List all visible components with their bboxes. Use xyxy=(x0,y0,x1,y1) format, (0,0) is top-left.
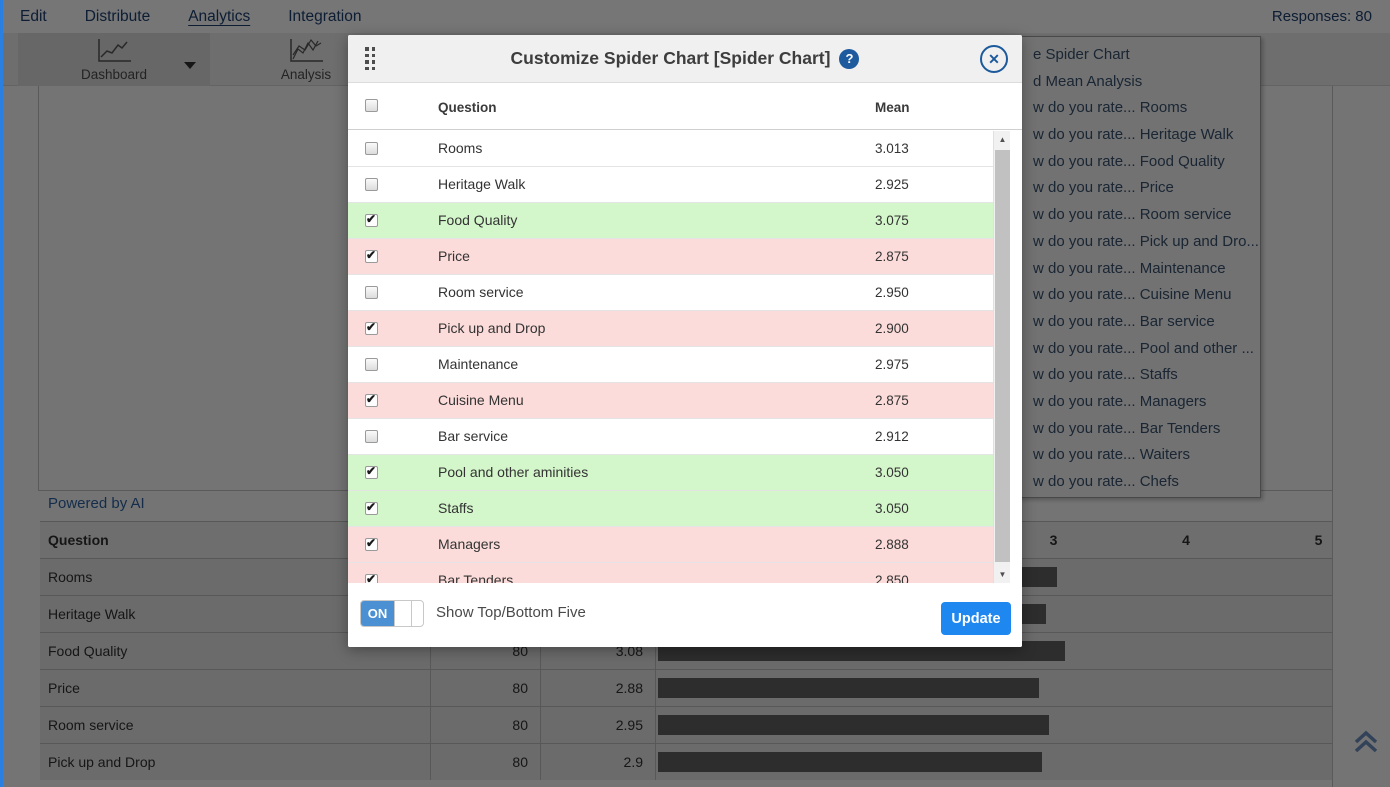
row-mean: 2.925 xyxy=(875,177,909,192)
row-question: Bar service xyxy=(438,428,509,444)
row-question: Bar Tenders xyxy=(438,572,514,583)
question-row[interactable]: Bar Tenders 2.850 xyxy=(348,563,993,583)
row-question: Food Quality xyxy=(438,212,518,228)
question-row[interactable]: Pool and other aminities 3.050 xyxy=(348,455,993,491)
row-checkbox[interactable] xyxy=(365,536,378,551)
row-mean: 2.888 xyxy=(875,537,909,552)
row-mean: 3.013 xyxy=(875,141,909,156)
customize-spider-chart-dialog: Customize Spider Chart [Spider Chart] ? … xyxy=(348,35,1022,647)
row-checkbox[interactable] xyxy=(365,430,378,443)
scrollbar-down-arrow[interactable]: ▼ xyxy=(998,570,1007,579)
question-row[interactable]: Heritage Walk 2.925 xyxy=(348,167,993,203)
question-row[interactable]: Price 2.875 xyxy=(348,239,993,275)
dialog-table-header: Question Mean xyxy=(348,83,1022,130)
question-list: Rooms 3.013 Heritage Walk 2.925 Food Qua… xyxy=(348,131,993,583)
row-checkbox[interactable] xyxy=(365,248,378,263)
row-checkbox[interactable] xyxy=(365,286,378,299)
row-mean: 3.050 xyxy=(875,465,909,480)
scrollbar-thumb[interactable] xyxy=(995,150,1010,562)
mean-column-label: Mean xyxy=(875,100,910,115)
row-mean: 2.975 xyxy=(875,357,909,372)
row-mean: 2.900 xyxy=(875,321,909,336)
row-checkbox[interactable] xyxy=(365,212,378,227)
question-row[interactable]: Pick up and Drop 2.900 xyxy=(348,311,993,347)
question-row[interactable]: Staffs 3.050 xyxy=(348,491,993,527)
row-question: Maintenance xyxy=(438,356,519,372)
row-mean: 2.875 xyxy=(875,393,909,408)
row-mean: 3.050 xyxy=(875,501,909,516)
dialog-header: Customize Spider Chart [Spider Chart] ? … xyxy=(348,35,1022,83)
question-row[interactable]: Room service 2.950 xyxy=(348,275,993,311)
scrollbar-up-arrow[interactable]: ▲ xyxy=(998,135,1007,144)
close-icon[interactable]: ✕ xyxy=(980,45,1008,73)
toggle-on-label: ON xyxy=(361,601,394,626)
row-question: Cuisine Menu xyxy=(438,392,524,408)
question-row[interactable]: Bar service 2.912 xyxy=(348,419,993,455)
row-checkbox[interactable] xyxy=(365,500,378,515)
select-all-checkbox[interactable] xyxy=(365,99,378,112)
question-row[interactable]: Food Quality 3.075 xyxy=(348,203,993,239)
list-scrollbar[interactable]: ▲ ▼ xyxy=(993,131,1010,583)
question-column-label: Question xyxy=(438,100,497,115)
row-checkbox[interactable] xyxy=(365,142,378,155)
toggle-knob[interactable] xyxy=(394,601,412,626)
row-checkbox[interactable] xyxy=(365,358,378,371)
show-top-bottom-five-toggle[interactable]: ON xyxy=(360,600,424,627)
row-question: Room service xyxy=(438,284,524,300)
row-mean: 2.850 xyxy=(875,573,909,583)
row-question: Price xyxy=(438,248,470,264)
question-row[interactable]: Maintenance 2.975 xyxy=(348,347,993,383)
row-checkbox[interactable] xyxy=(365,178,378,191)
row-question: Heritage Walk xyxy=(438,176,526,192)
dialog-title: Customize Spider Chart [Spider Chart] xyxy=(510,48,831,68)
dialog-footer: ON Show Top/Bottom Five Update xyxy=(348,583,1022,647)
row-mean: 2.875 xyxy=(875,249,909,264)
row-question: Staffs xyxy=(438,500,474,516)
row-mean: 3.075 xyxy=(875,213,909,228)
row-checkbox[interactable] xyxy=(365,464,378,479)
update-button[interactable]: Update xyxy=(941,602,1011,635)
toggle-description: Show Top/Bottom Five xyxy=(436,604,586,621)
question-row[interactable]: Managers 2.888 xyxy=(348,527,993,563)
question-row[interactable]: Rooms 3.013 xyxy=(348,131,993,167)
row-question: Pick up and Drop xyxy=(438,320,546,336)
row-mean: 2.950 xyxy=(875,285,909,300)
row-mean: 2.912 xyxy=(875,429,909,444)
row-question: Pool and other aminities xyxy=(438,464,589,480)
row-question: Managers xyxy=(438,536,501,552)
row-question: Rooms xyxy=(438,140,483,156)
help-icon[interactable]: ? xyxy=(839,48,860,69)
window-edge-accent xyxy=(0,0,3,787)
row-checkbox[interactable] xyxy=(365,572,378,583)
question-row[interactable]: Cuisine Menu 2.875 xyxy=(348,383,993,419)
row-checkbox[interactable] xyxy=(365,392,378,407)
row-checkbox[interactable] xyxy=(365,320,378,335)
drag-handle-icon[interactable] xyxy=(365,47,376,71)
